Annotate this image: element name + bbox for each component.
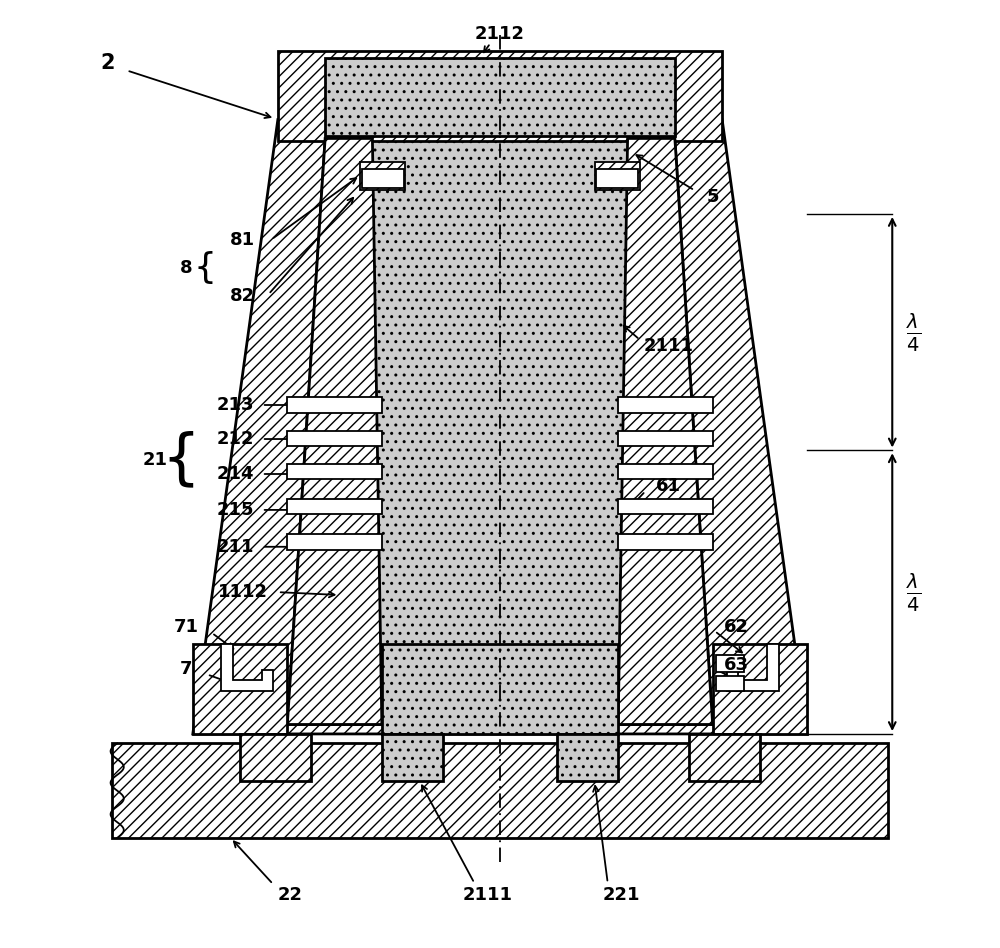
Bar — [595, 162, 640, 191]
Text: 221: 221 — [602, 885, 640, 903]
Polygon shape — [287, 138, 382, 724]
Text: 2111: 2111 — [643, 337, 693, 356]
Text: 7: 7 — [180, 660, 192, 678]
Text: $\frac{\lambda}{4}$: $\frac{\lambda}{4}$ — [906, 311, 922, 354]
Text: 63: 63 — [724, 656, 749, 674]
Bar — [382, 644, 618, 734]
Bar — [287, 499, 382, 514]
Bar — [618, 464, 713, 479]
Bar — [689, 734, 760, 781]
Bar — [618, 535, 713, 550]
Bar — [557, 734, 618, 781]
Text: 214: 214 — [217, 465, 254, 483]
Bar — [382, 734, 443, 781]
Text: {: { — [161, 430, 200, 489]
Polygon shape — [193, 119, 807, 734]
Text: 5: 5 — [706, 188, 719, 206]
Bar — [618, 397, 713, 412]
Text: 82: 82 — [230, 287, 255, 305]
Text: 81: 81 — [230, 230, 255, 248]
Bar — [362, 169, 404, 188]
Bar — [596, 169, 638, 188]
Text: 2111: 2111 — [463, 885, 513, 903]
Bar — [287, 464, 382, 479]
Text: 61: 61 — [656, 477, 681, 495]
Bar — [193, 644, 287, 734]
Bar — [716, 676, 744, 691]
Bar — [287, 397, 382, 412]
Bar — [360, 162, 405, 191]
Text: 2112: 2112 — [475, 26, 525, 44]
Text: 8: 8 — [180, 259, 193, 277]
Text: 62: 62 — [724, 618, 749, 636]
Polygon shape — [727, 644, 779, 691]
Text: 215: 215 — [217, 501, 254, 519]
Bar — [713, 644, 807, 734]
Text: 71: 71 — [174, 618, 199, 636]
Bar — [112, 743, 888, 838]
Bar — [287, 535, 382, 550]
Text: 213: 213 — [217, 396, 254, 414]
Polygon shape — [618, 138, 713, 724]
Text: 22: 22 — [278, 885, 303, 903]
Bar — [618, 430, 713, 446]
Text: 1112: 1112 — [218, 583, 268, 601]
Text: $\frac{\lambda}{4}$: $\frac{\lambda}{4}$ — [906, 571, 922, 613]
Bar — [716, 655, 744, 672]
Bar — [287, 430, 382, 446]
Text: 21: 21 — [142, 451, 167, 469]
Bar — [618, 499, 713, 514]
Polygon shape — [221, 644, 273, 691]
Bar — [278, 51, 722, 141]
Text: 211: 211 — [217, 538, 254, 556]
Polygon shape — [287, 138, 713, 724]
Bar — [240, 734, 311, 781]
Text: 212: 212 — [217, 430, 254, 448]
Text: 2: 2 — [100, 53, 115, 73]
Text: {: { — [194, 251, 217, 285]
Bar — [325, 58, 675, 136]
